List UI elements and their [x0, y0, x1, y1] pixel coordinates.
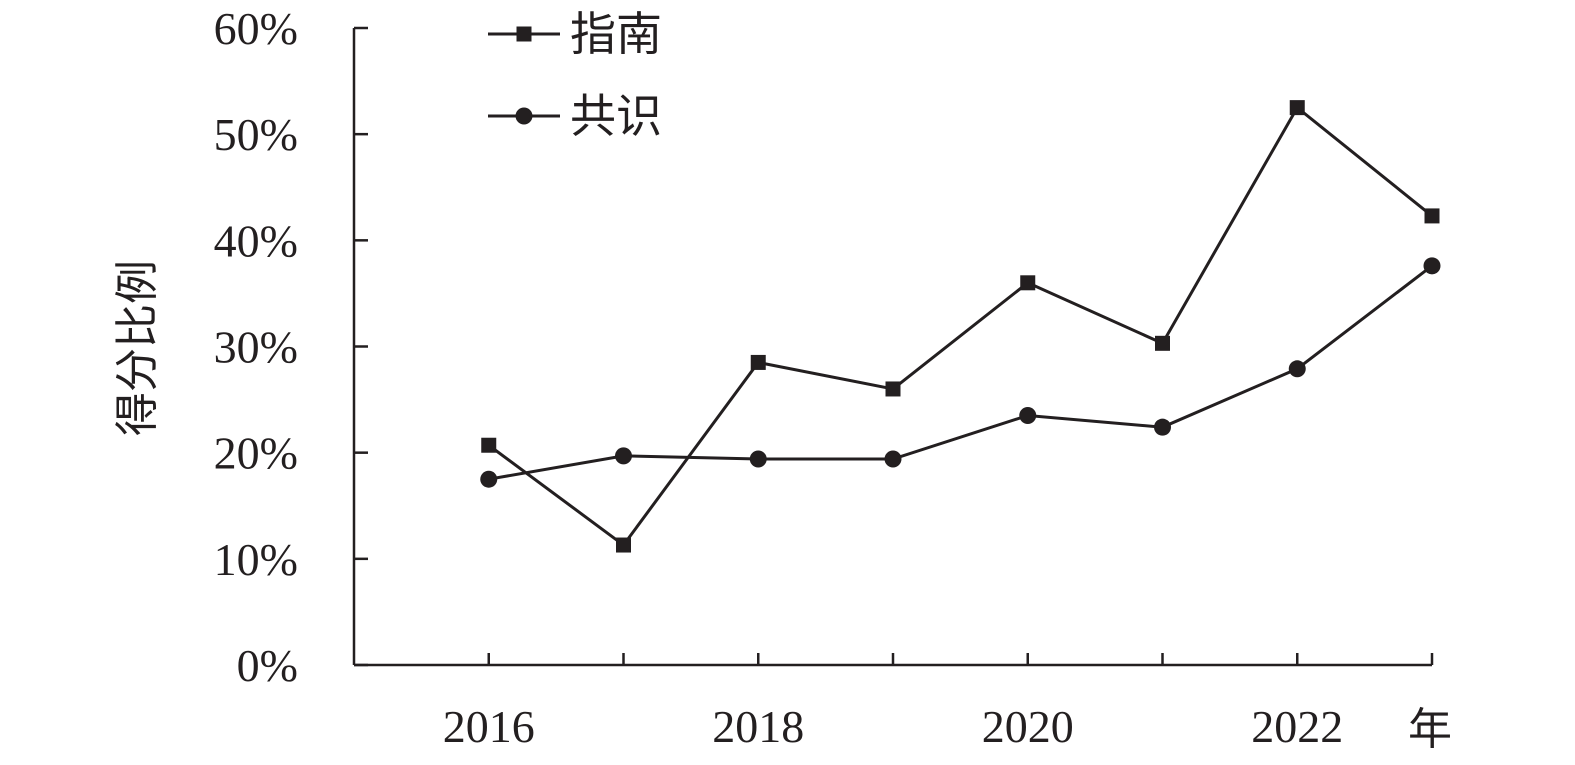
y-ticks: 0% 10% 20% 30% 40% 50% 60% [214, 3, 368, 691]
series-marker-square [885, 381, 901, 397]
series-marker-circle [480, 470, 498, 488]
legend-label: 指南 [570, 7, 662, 61]
y-tick-label: 30% [214, 322, 298, 373]
series-marker-square [616, 537, 631, 553]
x-tick-label: 2022 [1251, 701, 1343, 752]
series-square [481, 100, 1440, 553]
y-tick-label: 10% [214, 534, 298, 585]
x-tick-label: 2020 [982, 701, 1074, 752]
series-marker-square [750, 354, 766, 370]
series-marker-circle [515, 107, 533, 125]
x-tick-label: 2018 [712, 701, 804, 752]
series-marker-circle [884, 450, 902, 468]
legend-label: 共识 [570, 89, 662, 143]
series-marker-square [1155, 335, 1170, 351]
series-marker-circle [1288, 360, 1306, 378]
series-marker-circle [615, 447, 632, 465]
series-marker-square [516, 26, 532, 42]
series-marker-square [1020, 275, 1036, 291]
series-marker-square [1424, 208, 1440, 224]
series-marker-circle [1019, 407, 1037, 425]
x-axis-title: 年 [1408, 704, 1452, 755]
series-marker-circle [1423, 257, 1441, 275]
y-tick-label: 50% [214, 109, 298, 160]
series-marker-square [1289, 100, 1305, 116]
y-tick-label: 60% [214, 3, 298, 54]
series-layer [480, 100, 1441, 553]
legend-item: 指南 [488, 7, 662, 61]
x-ticks: 2016 2018 2020 2022 [443, 653, 1434, 752]
x-tick-label: 2016 [443, 701, 535, 752]
y-tick-label: 20% [214, 428, 298, 479]
y-axis-title: 得分比例 [112, 260, 163, 436]
series-marker-circle [1154, 418, 1171, 436]
series-line [488, 264, 1433, 481]
y-tick-label: 0% [237, 640, 298, 691]
series-marker-square [481, 437, 497, 453]
series-marker-circle [749, 450, 767, 468]
series-circle [480, 257, 1441, 488]
y-tick-label: 40% [214, 215, 298, 266]
legend-item: 共识 [488, 89, 662, 143]
series-line [487, 105, 1433, 548]
